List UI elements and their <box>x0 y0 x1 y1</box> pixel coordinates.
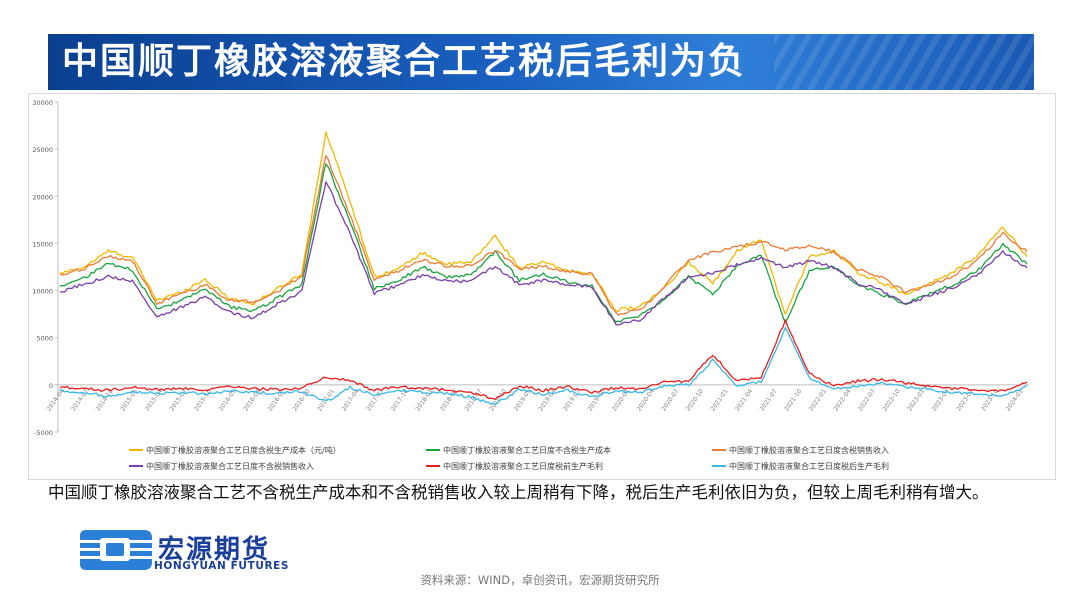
y-tick-label: 5000 <box>36 335 53 343</box>
title-decoration <box>774 34 1034 90</box>
x-tick-label: 2016-07 <box>267 388 287 413</box>
company-logo: 宏源期货 HONGYUAN FUTURES <box>56 527 316 577</box>
series-line <box>59 131 1028 315</box>
legend-label: 中国顺丁橡胶溶液聚合工艺日度含税销售收入 <box>729 445 889 455</box>
x-tick-label: 2021-04 <box>734 388 754 413</box>
x-tick-label: 2022-10 <box>882 388 902 413</box>
x-tick-label: 2018-10 <box>488 388 508 413</box>
y-tick-label: 30000 <box>32 99 53 107</box>
y-tick-label: 15000 <box>32 240 53 248</box>
x-tick-label: 2020-04 <box>636 388 656 413</box>
x-tick-label: 2019-04 <box>537 388 557 413</box>
chart-container: 30000 25000 20000 15000 10000 5000 0 -5000 2014-… <box>28 93 1056 480</box>
y-tick-label: 0 <box>49 382 53 390</box>
x-tick-label: 2015-07 <box>168 388 188 413</box>
x-tick-label: 2021-01 <box>709 388 729 413</box>
x-tick-label: 2014-07 <box>70 388 90 413</box>
x-tick-label: 2014-10 <box>95 388 115 413</box>
x-tick-label: 2015-10 <box>193 388 213 413</box>
chart-description: 中国顺丁橡胶溶液聚合工艺不含税生产成本和不含税销售收入较上周稍有下降，税后生产毛… <box>48 483 989 502</box>
x-tick-label: 2017-07 <box>365 388 385 413</box>
series-line <box>59 319 1028 401</box>
x-tick-label: 2015-01 <box>119 388 139 413</box>
logo-text-cn: 宏源期货 <box>158 535 271 565</box>
y-tick-label: -5000 <box>34 429 53 437</box>
series-line <box>59 155 1028 316</box>
y-tick-label: 20000 <box>32 193 53 201</box>
logo-mark-icon <box>78 530 154 570</box>
x-tick-label: 2020-10 <box>685 388 705 413</box>
title-bar: 中国顺丁橡胶溶液聚合工艺税后毛利为负 <box>48 34 1034 90</box>
series-line <box>59 163 1028 324</box>
x-tick-label: 2021-07 <box>759 388 779 413</box>
logo-text-en: HONGYUAN FUTURES <box>154 560 290 572</box>
x-tick-label: 2021-10 <box>783 388 803 413</box>
x-tick-label: 2023-01 <box>906 388 926 413</box>
x-tick-label: 2015-04 <box>144 388 164 413</box>
legend-label: 中国顺丁橡胶溶液聚合工艺日度不含税生产成本 <box>443 445 611 455</box>
legend-label: 中国顺丁橡胶溶液聚合工艺日度税后生产毛利 <box>729 461 889 471</box>
page-title: 中国顺丁橡胶溶液聚合工艺税后毛利为负 <box>62 41 747 82</box>
x-tick-label: 2022-07 <box>857 388 877 413</box>
legend-label: 中国顺丁橡胶溶液聚合工艺日度不含税销售收入 <box>146 461 314 471</box>
legend-label: 中国顺丁橡胶溶液聚合工艺日度税前生产毛利 <box>443 461 603 471</box>
series-line <box>59 326 1028 405</box>
x-tick-label: 2014-04 <box>46 388 66 413</box>
source-note: 资料来源：WIND，卓创资讯，宏源期货研究所 <box>420 573 660 587</box>
y-tick-label: 10000 <box>32 288 53 296</box>
x-tick-label: 2020-07 <box>660 388 680 413</box>
x-tick-label: 2022-04 <box>832 388 852 413</box>
y-tick-label: 25000 <box>32 146 53 154</box>
series-line <box>59 181 1028 326</box>
line-chart: 30000 25000 20000 15000 10000 5000 0 -5000 2014-… <box>32 99 1029 471</box>
x-tick-label: 2022-01 <box>808 388 828 413</box>
legend-label: 中国顺丁橡胶溶液聚合工艺日度含税生产成本（元/吨） <box>146 445 341 455</box>
